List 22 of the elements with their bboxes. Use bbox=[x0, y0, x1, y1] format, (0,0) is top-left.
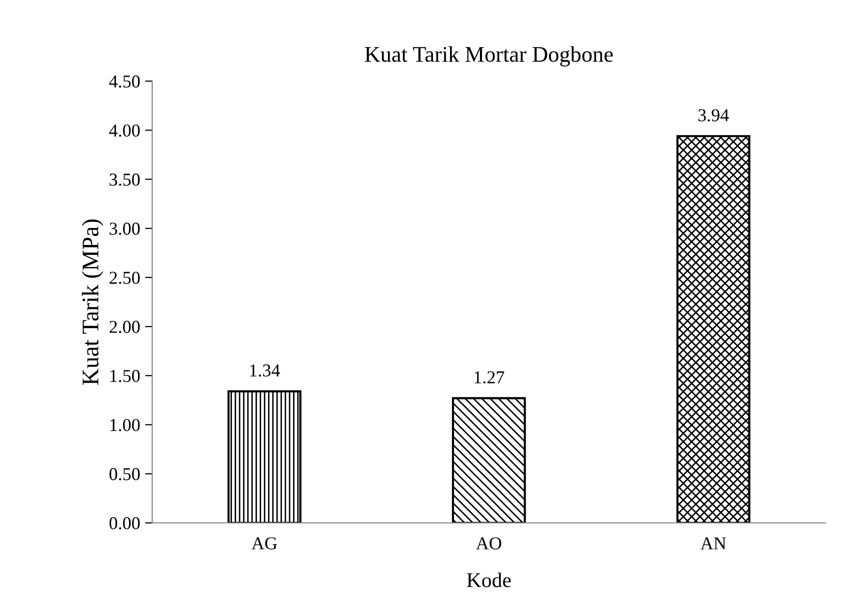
y-tick-label: 0.00 bbox=[110, 517, 140, 530]
data-label: 1.34 bbox=[250, 364, 280, 377]
x-tick-label: AN bbox=[700, 537, 726, 550]
data-label: 1.27 bbox=[474, 371, 504, 384]
y-tick-label: 3.00 bbox=[110, 222, 140, 235]
y-tick-label: 4.50 bbox=[109, 75, 140, 88]
bar bbox=[676, 135, 750, 523]
y-axis-title: Kuat Tarik (MPa) bbox=[82, 219, 104, 385]
chart-title: Kuat Tarik Mortar Dogbone bbox=[364, 46, 613, 66]
bar bbox=[452, 397, 526, 523]
bar bbox=[227, 390, 302, 523]
y-tick-label: 2.50 bbox=[110, 272, 140, 284]
y-tick-label: 2.00 bbox=[110, 320, 140, 334]
y-tick-label: 1.50 bbox=[110, 370, 140, 382]
y-tick-label: 1.00 bbox=[110, 418, 140, 432]
data-label: 3.94 bbox=[698, 109, 729, 122]
x-tick-label: AO bbox=[476, 537, 502, 550]
x-axis-title: Kode bbox=[466, 572, 511, 588]
y-tick-label: 4.00 bbox=[109, 124, 140, 137]
y-tick-label: 3.50 bbox=[110, 174, 140, 186]
x-tick-label: AG bbox=[252, 537, 277, 550]
y-tick-label: 0.50 bbox=[110, 468, 140, 480]
